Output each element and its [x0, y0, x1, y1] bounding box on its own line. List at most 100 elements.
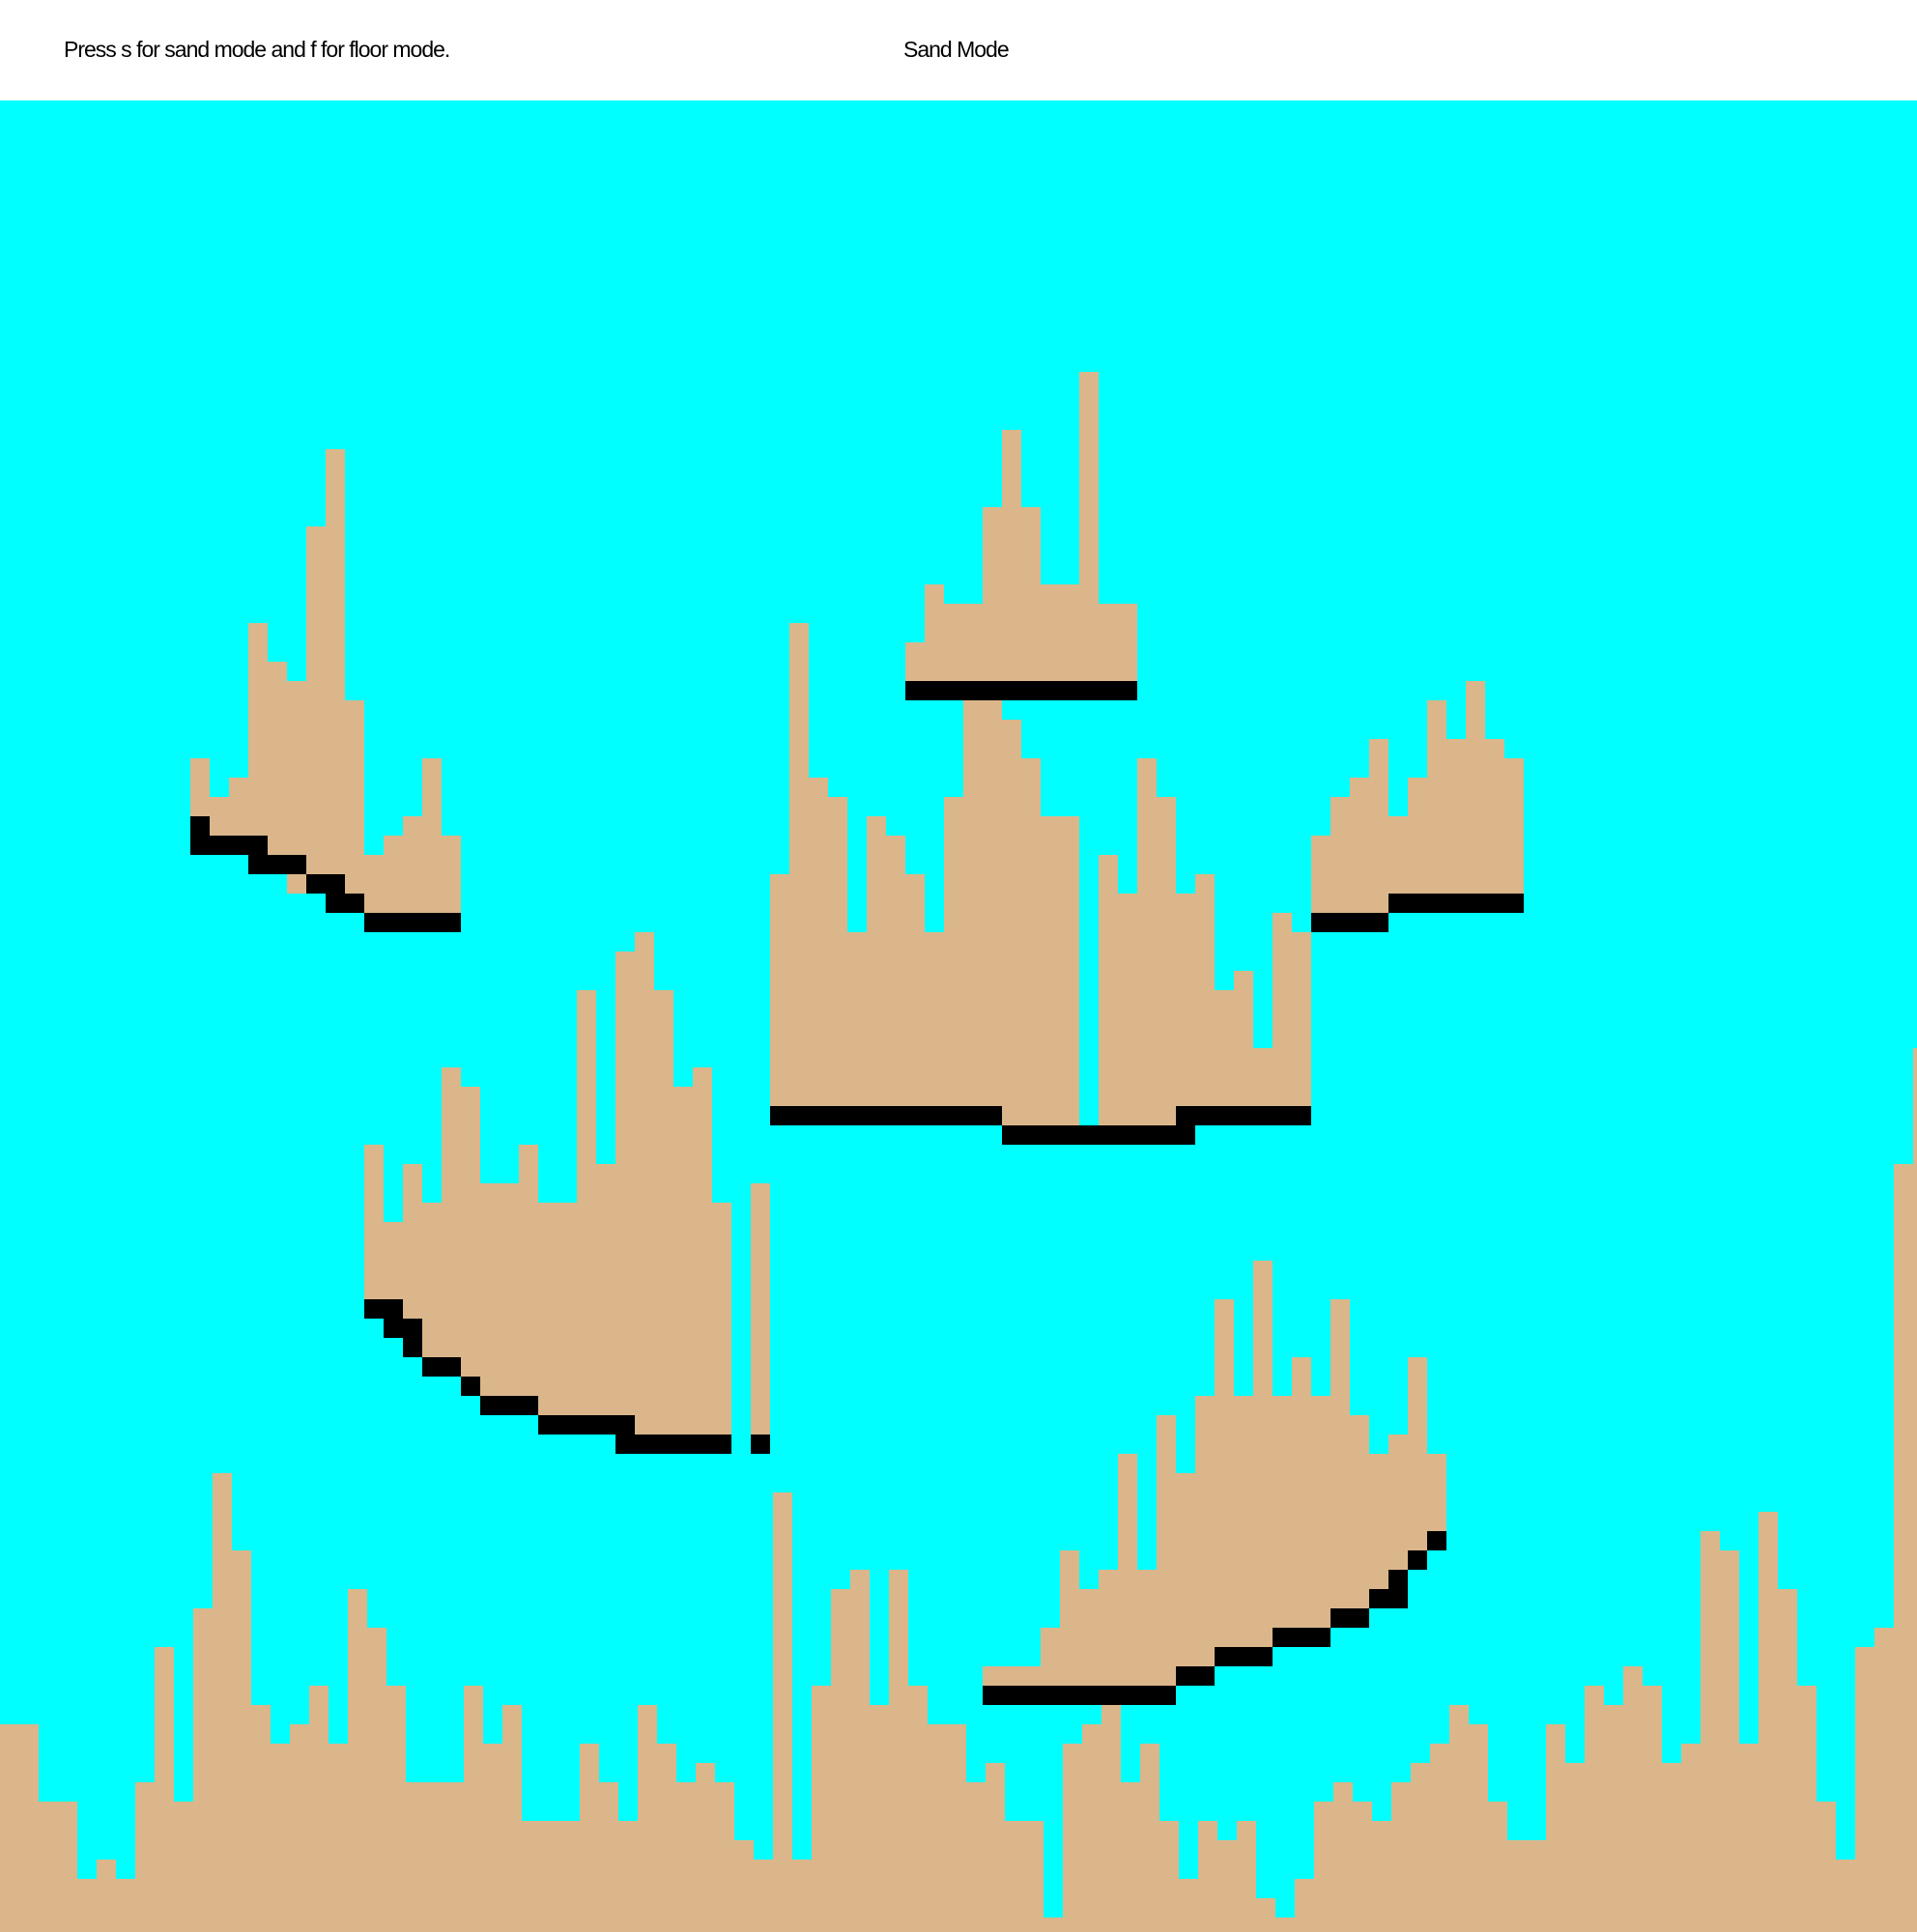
sand-pile	[1118, 604, 1137, 681]
sand-ground-column	[1411, 1763, 1430, 1932]
sand-ground-column	[406, 1782, 425, 1932]
sand-pile	[963, 604, 983, 681]
sand-pile	[1118, 894, 1137, 1125]
sand-pile	[1253, 1048, 1273, 1106]
sand-pile	[944, 797, 963, 1106]
sand-pile	[1253, 1261, 1273, 1647]
sand-ground-column	[1063, 1744, 1082, 1932]
sand-ground-column	[1623, 1666, 1643, 1932]
sand-ground-column	[464, 1686, 483, 1932]
sand-pile	[1446, 739, 1466, 894]
sand-pile	[1330, 797, 1350, 913]
sand-ground-column	[618, 1821, 638, 1932]
floor-segment	[538, 1415, 635, 1435]
sand-ground-column	[1044, 1918, 1063, 1932]
sand-ground-column	[1314, 1802, 1333, 1932]
sand-pile	[1195, 1396, 1215, 1666]
floor-segment	[306, 874, 345, 894]
sand-pile	[635, 932, 654, 1454]
sand-ground-column	[1391, 1782, 1411, 1932]
sand-pile	[1350, 778, 1369, 913]
floor-segment	[210, 836, 268, 855]
sand-ground-column	[309, 1686, 329, 1932]
floor-segment	[905, 681, 1137, 700]
sand-pile	[577, 990, 596, 1435]
sand-pile	[654, 990, 673, 1454]
sand-pile	[364, 1145, 384, 1299]
sand-ground-column	[870, 1705, 889, 1932]
sand-pile	[1350, 1415, 1369, 1608]
sand-pile	[190, 758, 210, 816]
sand-ground-column	[580, 1744, 599, 1932]
sand-ground-column	[599, 1782, 618, 1932]
sand-pile	[1427, 1454, 1446, 1550]
sand-pile	[1060, 1550, 1079, 1686]
sand-pile	[422, 1203, 442, 1357]
sand-pile	[384, 1222, 403, 1319]
floor-segment	[1388, 894, 1524, 913]
sand-ground-column	[483, 1744, 502, 1932]
sand-pile	[1099, 1570, 1118, 1686]
sand-pile	[751, 1183, 770, 1435]
sand-ground-column	[773, 1492, 792, 1932]
sand-ground-column	[560, 1821, 580, 1932]
sand-pile	[1021, 507, 1041, 681]
floor-segment	[461, 1377, 480, 1396]
sand-pile	[248, 623, 268, 855]
sand-pile	[1466, 681, 1485, 894]
header-bar: Press s for sand mode and f for floor mo…	[0, 0, 1917, 100]
sand-ground-column	[1198, 1821, 1217, 1932]
sand-pile	[983, 507, 1002, 681]
sand-ground-column	[1237, 1821, 1256, 1932]
sand-ground-column	[908, 1686, 928, 1932]
sand-pile	[1137, 1570, 1157, 1686]
sand-ground-column	[1469, 1724, 1488, 1932]
sand-ground-column	[889, 1570, 908, 1932]
sand-pile	[1234, 1396, 1253, 1647]
sand-pile	[1118, 1454, 1137, 1686]
sand-ground-column	[1778, 1589, 1797, 1932]
sand-ground-column	[58, 1802, 77, 1932]
sand-pile	[1388, 816, 1408, 894]
sand-pile	[1408, 778, 1427, 894]
sand-ground-column	[1855, 1647, 1874, 1932]
simulation-area[interactable]	[0, 100, 1917, 1932]
sand-ground-column	[1817, 1802, 1836, 1932]
sand-ground-column	[290, 1724, 309, 1932]
sand-simulation-canvas[interactable]	[0, 100, 1917, 1932]
sand-ground-column	[850, 1570, 870, 1932]
sand-ground-column	[1797, 1686, 1817, 1932]
sand-ground-column	[1894, 1164, 1913, 1932]
floor-segment	[1330, 1608, 1369, 1628]
sand-pile	[1292, 1357, 1311, 1628]
sand-pile	[1234, 971, 1253, 1106]
sand-ground-column	[174, 1802, 193, 1932]
sand-pile	[1041, 584, 1060, 681]
floor-segment	[480, 1396, 538, 1415]
sand-ground-column	[1643, 1686, 1662, 1932]
sand-pile	[867, 816, 886, 1106]
sand-ground-column	[97, 1860, 116, 1932]
sand-pile	[1388, 1435, 1408, 1589]
sand-pile	[364, 855, 384, 913]
sand-ground-column	[386, 1686, 406, 1932]
sand-ground-column	[425, 1782, 444, 1932]
sand-pile	[403, 1164, 422, 1338]
sand-ground-column	[1275, 1918, 1295, 1932]
sand-ground-column	[638, 1705, 657, 1932]
sand-ground-column	[986, 1763, 1005, 1932]
sand-pile	[1137, 758, 1157, 1125]
sand-pile	[1041, 816, 1060, 1125]
sand-ground-column	[734, 1840, 754, 1932]
sand-pile	[519, 1145, 538, 1415]
sand-pile	[1002, 430, 1021, 681]
sand-ground-column	[792, 1860, 812, 1932]
sand-pile	[1157, 1415, 1176, 1686]
sand-ground-column	[1430, 1744, 1449, 1932]
sand-pile	[1157, 797, 1176, 1125]
sand-pile	[789, 623, 809, 1106]
mode-indicator: Sand Mode	[903, 37, 1010, 62]
sand-pile	[345, 700, 364, 913]
sand-pile	[268, 662, 287, 874]
sand-pile	[615, 952, 635, 1435]
